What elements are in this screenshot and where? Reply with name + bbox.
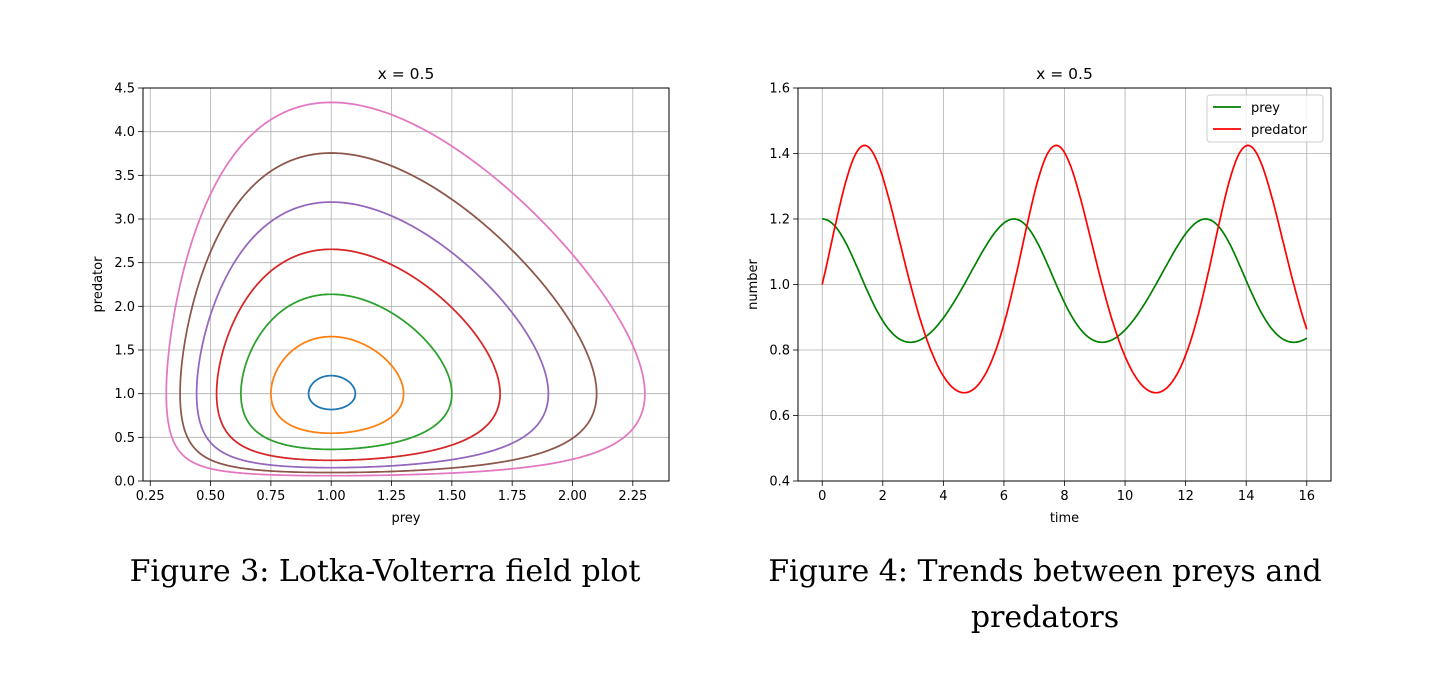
y-tick-label: 1.6 (769, 82, 790, 97)
y-tick-label: 1.4 (769, 147, 790, 162)
x-tick-label: 14 (1238, 489, 1255, 504)
y-axis-label: number (746, 258, 761, 309)
orbit-line (195, 201, 550, 469)
x-tick-label: 2 (879, 489, 887, 504)
orbit-line (307, 374, 357, 411)
x-tick-label: 0 (818, 489, 826, 504)
legend-label-predator: predator (1251, 123, 1308, 138)
x-tick-label: 1.00 (317, 489, 346, 504)
axes-frame (142, 87, 670, 482)
y-axis-label: predator (91, 256, 106, 313)
y-tick-label: 1.0 (114, 387, 135, 402)
chart-title: x = 0.5 (1036, 65, 1093, 83)
trends-chart: 0 2 4 6 8 10 12 14 16 0.4 0.6 0.8 1.0 1.2 1.4 1.6 x = 0.… (746, 65, 1332, 526)
chart-title: x = 0.5 (378, 65, 435, 83)
x-tick-label: 6 (1000, 489, 1008, 504)
y-tick-label: 3.0 (114, 213, 135, 228)
figure-3-caption: Figure 3: Lotka-Volterra field plot (129, 554, 641, 589)
y-tick-label: 3.5 (114, 169, 135, 184)
legend-label-prey: prey (1251, 101, 1280, 116)
x-tick-label: 2.25 (618, 489, 647, 504)
y-tick-label: 1.2 (769, 213, 790, 228)
x-tick-label: 16 (1298, 489, 1315, 504)
y-tick-label: 4.0 (114, 125, 135, 140)
y-tick-label: 0.8 (769, 344, 790, 359)
orbit-line (240, 293, 453, 451)
x-tick-label: 1.50 (437, 489, 466, 504)
x-tick-label: 0.75 (256, 489, 285, 504)
x-axis-label: time (1050, 511, 1079, 526)
legend: prey predator (1206, 94, 1324, 143)
y-tick-label: 1.5 (114, 344, 135, 359)
x-tick-label: 10 (1117, 489, 1134, 504)
x-tick-label: 0.50 (196, 489, 225, 504)
orbit-line (270, 335, 405, 435)
x-tick-label: 8 (1060, 489, 1068, 504)
y-tick-label: 0.4 (769, 475, 790, 490)
x-tick-label: 12 (1177, 489, 1194, 504)
y-tick-label: 2.5 (114, 256, 135, 271)
x-tick-label: 1.75 (498, 489, 527, 504)
x-tick-label: 4 (939, 489, 947, 504)
x-tick-label: 1.25 (377, 489, 406, 504)
prey-line (822, 218, 1308, 344)
figure-4-caption-line2: predators (970, 600, 1120, 635)
orbit-line (179, 152, 598, 474)
field-plot-chart: 0.25 0.50 0.75 1.00 1.25 1.50 1.75 2.00 2.25 0.0 0… (91, 65, 670, 526)
y-tick-label: 0.0 (114, 475, 135, 490)
predator-line (821, 144, 1308, 394)
y-tick-label: 0.6 (769, 409, 790, 424)
x-axis-label: prey (391, 511, 420, 526)
y-tick-label: 2.0 (114, 300, 135, 315)
y-tick-label: 4.5 (114, 82, 135, 97)
y-tick-label: 0.5 (114, 431, 135, 446)
x-tick-label: 0.25 (136, 489, 165, 504)
y-tick-label: 1.0 (769, 278, 790, 293)
orbit-line (165, 101, 646, 477)
figure-4-caption-line1: Figure 4: Trends between preys and (768, 554, 1322, 589)
axes-frame (797, 87, 1332, 482)
orbit-line (215, 248, 501, 462)
x-tick-label: 2.00 (558, 489, 587, 504)
